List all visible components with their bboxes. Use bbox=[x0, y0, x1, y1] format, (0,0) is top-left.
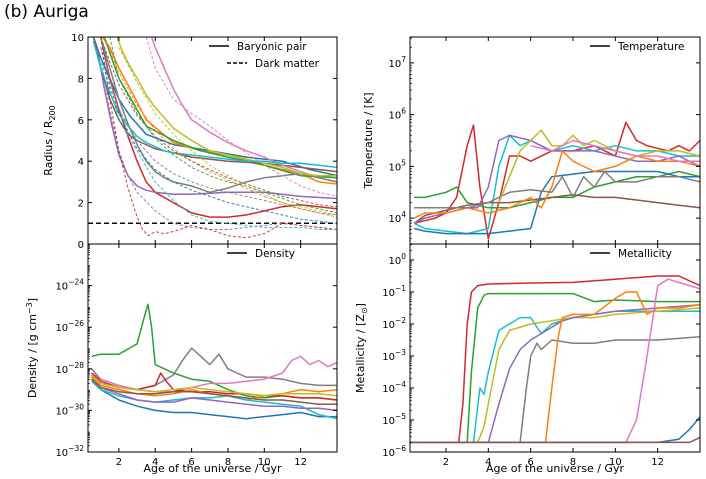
legend-label: Metallicity bbox=[618, 248, 672, 260]
y-tick-label: 10−2 bbox=[382, 316, 406, 331]
series-line-4 bbox=[90, 374, 337, 420]
series-line-17 bbox=[103, 37, 337, 218]
panel-temperature: 104 105 106 107 Temperature / [K] Temperature bbox=[362, 36, 701, 245]
series-line-5 bbox=[413, 194, 700, 224]
series-group bbox=[413, 121, 700, 240]
y-tick-label: 105 bbox=[388, 158, 406, 173]
x-tick-label: 6 bbox=[188, 457, 194, 468]
series-line-7 bbox=[91, 380, 337, 420]
y-tick-label: 10−32 bbox=[55, 444, 84, 459]
series-line-8 bbox=[99, 37, 337, 194]
series-line-3 bbox=[414, 170, 700, 209]
series-line-15 bbox=[100, 57, 337, 230]
y-tick-label: 2 bbox=[78, 199, 84, 210]
y-tick-label: 0 bbox=[78, 240, 84, 251]
x-tick-label: 12 bbox=[294, 457, 307, 468]
x-tick-label: 12 bbox=[651, 457, 664, 468]
series-line-19 bbox=[100, 47, 337, 224]
panel-metallicity: 2 4 6 8 10 12 10−6 10−5 10−4 10−3 10−2 10−1 100 Metal… bbox=[354, 243, 701, 468]
series-line-8 bbox=[414, 170, 700, 209]
series-line-5 bbox=[96, 47, 337, 200]
series-line-7 bbox=[150, 37, 337, 183]
series-line-4 bbox=[414, 170, 700, 235]
x-tick-label: 4 bbox=[485, 457, 491, 468]
x-axis-label: Age of the universe / Gyr bbox=[486, 462, 624, 475]
y-tick-label: 106 bbox=[388, 107, 406, 122]
series-group bbox=[90, 303, 337, 420]
series-line-10 bbox=[91, 374, 337, 397]
plot-frame bbox=[409, 243, 701, 453]
series-line-13 bbox=[100, 37, 337, 239]
x-tick-label: 2 bbox=[443, 457, 449, 468]
x-tick-label: 10 bbox=[258, 457, 271, 468]
y-tick-label: 10 bbox=[71, 33, 84, 44]
y-tick-label: 6 bbox=[78, 116, 84, 127]
y-tick-label: 10−30 bbox=[55, 402, 84, 417]
y-tick-label: 10−3 bbox=[382, 348, 406, 363]
y-tick-label: 104 bbox=[388, 210, 406, 225]
plot-frame bbox=[87, 243, 338, 453]
y-axis-label: Temperature / [K] bbox=[362, 92, 375, 189]
series-line-2 bbox=[410, 292, 700, 444]
series-line-5 bbox=[487, 304, 700, 443]
series-line-9 bbox=[116, 37, 337, 177]
legend-label: Density bbox=[255, 248, 295, 260]
y-tick-label: 100 bbox=[388, 252, 406, 267]
y-tick-label: 10−26 bbox=[55, 319, 84, 334]
legend-label: Baryonic pair bbox=[237, 41, 307, 53]
y-axis-label: Metallicity / [Z⊙] bbox=[354, 303, 369, 393]
figure-label: (b) Auriga bbox=[4, 2, 89, 22]
y-tick-label: 10−1 bbox=[382, 284, 406, 299]
legend-label: Dark matter bbox=[255, 58, 320, 70]
series-group bbox=[410, 275, 700, 444]
series-line-1 bbox=[414, 121, 700, 240]
x-tick-label: 10 bbox=[609, 457, 622, 468]
series-line-4 bbox=[477, 307, 700, 443]
series-line-14 bbox=[109, 37, 337, 214]
legend-label: Temperature bbox=[617, 41, 685, 53]
series-line-3 bbox=[103, 37, 337, 179]
series-line-5 bbox=[91, 372, 337, 401]
series-line-16 bbox=[100, 37, 337, 216]
series-line-9 bbox=[410, 416, 700, 444]
y-tick-label: 10−28 bbox=[55, 361, 84, 376]
x-axis-label: Age of the universe / Gyr bbox=[144, 462, 282, 475]
y-tick-label: 10−4 bbox=[382, 380, 406, 395]
series-line-10 bbox=[530, 139, 700, 162]
y-axis-label: Density / [g cm−3] bbox=[25, 298, 39, 398]
series-line-7 bbox=[413, 150, 700, 219]
x-tick-label: 8 bbox=[225, 457, 231, 468]
y-tick-label: 8 bbox=[78, 74, 84, 85]
y-tick-label: 10−24 bbox=[55, 278, 84, 293]
series-line-20 bbox=[100, 37, 337, 208]
series-line-8 bbox=[91, 378, 337, 412]
y-tick-label: 4 bbox=[78, 157, 84, 168]
series-line-9 bbox=[91, 378, 337, 405]
series-line-7 bbox=[544, 291, 700, 443]
x-tick-label: 2 bbox=[116, 457, 122, 468]
x-tick-label: 4 bbox=[152, 457, 158, 468]
x-tick-label: 8 bbox=[570, 457, 576, 468]
x-tick-label: 6 bbox=[527, 457, 533, 468]
series-line-1 bbox=[91, 303, 337, 401]
series-line-10 bbox=[410, 436, 700, 444]
panel-radius: 0 2 4 6 8 10 Radius / R200 Baryonic pair Dark ma… bbox=[42, 33, 338, 251]
series-line-10 bbox=[92, 40, 337, 169]
series-group bbox=[92, 37, 337, 239]
plot-frame bbox=[409, 36, 701, 245]
series-line-6 bbox=[519, 336, 700, 443]
y-tick-label: 107 bbox=[388, 55, 406, 70]
series-line-11 bbox=[145, 37, 337, 197]
series-line-9 bbox=[498, 129, 700, 203]
series-line-3 bbox=[91, 355, 337, 393]
y-tick-label: 10−5 bbox=[382, 412, 406, 427]
y-tick-label: 10−6 bbox=[382, 444, 406, 459]
panel-density: 2 4 6 8 10 12 10−32 10−30 10−28 10−26 10−24 Density… bbox=[25, 243, 338, 468]
series-line-1 bbox=[410, 275, 700, 444]
y-axis-label: Radius / R200 bbox=[42, 105, 57, 176]
series-line-18 bbox=[118, 47, 337, 216]
